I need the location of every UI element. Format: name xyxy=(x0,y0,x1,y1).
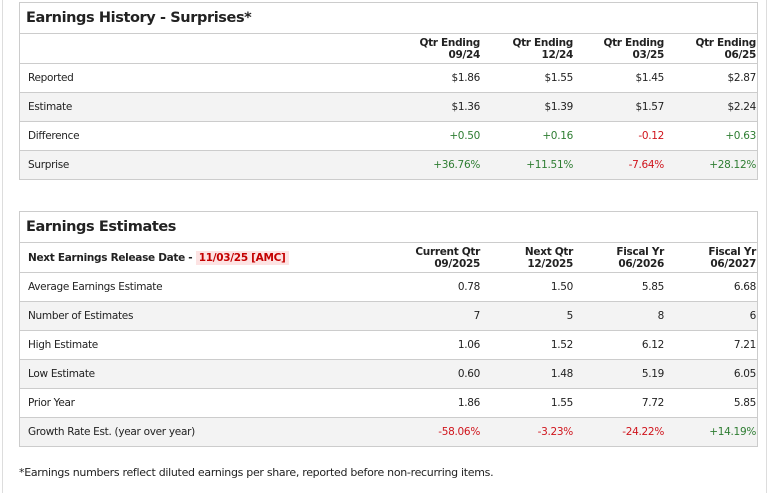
cell-value: 5.85 xyxy=(733,397,756,409)
table-row: Surprise +36.76% +11.51% -7.64% +28.12% xyxy=(20,151,757,180)
table-header: Qtr Ending 09/24 Qtr Ending 12/24 Qtr Ending… xyxy=(20,34,757,64)
cell-value: +36.76% xyxy=(433,159,480,171)
cell-value: 1.52 xyxy=(550,339,573,351)
cell-value: $1.36 xyxy=(451,101,480,113)
earnings-history-panel: Earnings History - Surprises* Qtr Ending… xyxy=(19,2,758,180)
row-label: Surprise xyxy=(28,159,70,171)
cell-value: $2.87 xyxy=(727,72,756,84)
cell-value: 6.68 xyxy=(733,281,756,293)
cell-value: $2.24 xyxy=(727,101,756,113)
panel-title: Earnings History - Surprises* xyxy=(20,3,757,34)
cell-value: 1.55 xyxy=(550,397,573,409)
column-header-line1: Fiscal Yr xyxy=(708,245,756,258)
cell-value: +28.12% xyxy=(709,159,756,171)
cell-value: 5 xyxy=(566,310,574,322)
column-header-line2: 03/25 xyxy=(632,48,664,61)
table-row: Growth Rate Est. (year over year) -58.06%… xyxy=(20,418,757,447)
cell-value: +14.19% xyxy=(709,426,756,438)
column-header-line2: 09/24 xyxy=(448,48,480,61)
table-row: Prior Year 1.86 1.55 7.72 5.85 xyxy=(20,389,757,418)
table-row: Average Earnings Estimate 0.78 1.50 5.85 6.6… xyxy=(20,273,757,302)
column-header-line2: 12/2025 xyxy=(527,257,573,270)
cell-value: -7.64% xyxy=(628,159,665,171)
cell-value: 5.19 xyxy=(641,368,664,380)
row-label: Prior Year xyxy=(28,397,75,409)
column-header: Qtr Ending 06/25 xyxy=(664,37,756,61)
column-header: Qtr Ending 03/25 xyxy=(573,37,664,61)
column-header-line1: Qtr Ending xyxy=(512,36,573,49)
cell-value: +0.50 xyxy=(449,130,480,142)
cell-value: -0.12 xyxy=(638,130,664,142)
column-header-line1: Next Qtr xyxy=(524,245,573,258)
column-header-line2: 06/25 xyxy=(724,48,756,61)
table-row: Estimate $1.36 $1.39 $1.57 $2.24 xyxy=(20,93,757,122)
cell-value: 0.60 xyxy=(457,368,480,380)
column-header-line1: Qtr Ending xyxy=(603,36,664,49)
column-header: Qtr Ending 12/24 xyxy=(480,37,573,61)
panel-title: Earnings Estimates xyxy=(20,212,757,243)
cell-value: $1.86 xyxy=(451,72,480,84)
column-header-line1: Current Qtr xyxy=(415,245,480,258)
release-date-label: Next Earnings Release Date - 11/03/25 [A… xyxy=(20,250,388,265)
column-header-line2: 12/24 xyxy=(541,48,573,61)
cell-value: $1.55 xyxy=(544,72,573,84)
column-header-line1: Qtr Ending xyxy=(695,36,756,49)
release-date-badge: 11/03/25 [AMC] xyxy=(195,250,289,265)
column-header-line2: 06/2027 xyxy=(710,257,756,270)
cell-value: 6 xyxy=(749,310,757,322)
cell-value: $1.45 xyxy=(635,72,664,84)
row-label: Reported xyxy=(28,72,74,84)
column-header: Current Qtr 09/2025 xyxy=(388,246,480,270)
cell-value: 1.48 xyxy=(550,368,573,380)
column-header: Fiscal Yr 06/2027 xyxy=(664,246,756,270)
cell-value: 7 xyxy=(473,310,481,322)
footnote: *Earnings numbers reflect diluted earnin… xyxy=(19,466,494,479)
column-header: Qtr Ending 09/24 xyxy=(388,37,480,61)
cell-value: 6.12 xyxy=(641,339,664,351)
column-header-line2: 09/2025 xyxy=(434,257,480,270)
row-label: High Estimate xyxy=(28,339,98,351)
column-header: Fiscal Yr 06/2026 xyxy=(573,246,664,270)
cell-value: 1.50 xyxy=(550,281,573,293)
cell-value: 8 xyxy=(657,310,665,322)
cell-value: +0.63 xyxy=(725,130,756,142)
column-header-line1: Qtr Ending xyxy=(419,36,480,49)
row-label: Difference xyxy=(28,130,80,142)
cell-value: 7.72 xyxy=(641,397,664,409)
cell-value: -58.06% xyxy=(438,426,480,438)
cell-value: -3.23% xyxy=(537,426,574,438)
cell-value: 6.05 xyxy=(733,368,756,380)
cell-value: +0.16 xyxy=(542,130,573,142)
table-row: Low Estimate 0.60 1.48 5.19 6.05 xyxy=(20,360,757,389)
cell-value: 5.85 xyxy=(641,281,664,293)
row-label: Estimate xyxy=(28,101,72,113)
cell-value: 0.78 xyxy=(457,281,480,293)
table-row: Reported $1.86 $1.55 $1.45 $2.87 xyxy=(20,64,757,93)
cell-value: 1.86 xyxy=(457,397,480,409)
cell-value: 7.21 xyxy=(733,339,756,351)
table-row: Difference +0.50 +0.16 -0.12 +0.63 xyxy=(20,122,757,151)
cell-value: +11.51% xyxy=(526,159,573,171)
row-label: Number of Estimates xyxy=(28,310,134,322)
cell-value: $1.57 xyxy=(635,101,664,113)
row-label: Average Earnings Estimate xyxy=(28,281,163,293)
row-label: Growth Rate Est. (year over year) xyxy=(28,426,195,438)
cell-value: -24.22% xyxy=(622,426,664,438)
column-header: Next Qtr 12/2025 xyxy=(480,246,573,270)
cell-value: 1.06 xyxy=(457,339,480,351)
column-header-line1: Fiscal Yr xyxy=(616,245,664,258)
table-header: Next Earnings Release Date - 11/03/25 [A… xyxy=(20,243,757,273)
row-label: Low Estimate xyxy=(28,368,95,380)
column-header-line2: 06/2026 xyxy=(618,257,664,270)
earnings-estimates-panel: Earnings Estimates Next Earnings Release… xyxy=(19,211,758,447)
table-row: High Estimate 1.06 1.52 6.12 7.21 xyxy=(20,331,757,360)
cell-value: $1.39 xyxy=(544,101,573,113)
table-row: Number of Estimates 7 5 8 6 xyxy=(20,302,757,331)
